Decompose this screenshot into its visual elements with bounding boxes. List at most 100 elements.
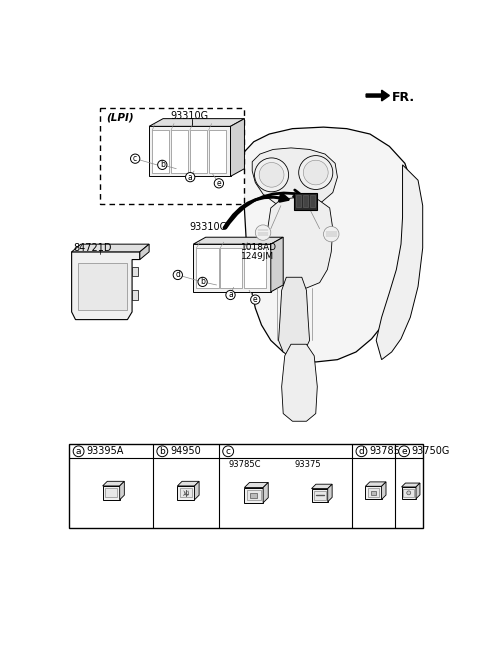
Polygon shape xyxy=(230,119,244,176)
Polygon shape xyxy=(149,126,230,176)
Polygon shape xyxy=(365,482,386,486)
Bar xyxy=(220,248,242,288)
Polygon shape xyxy=(243,127,415,362)
Polygon shape xyxy=(178,481,199,486)
Text: 1018AD: 1018AD xyxy=(241,244,277,252)
Text: a: a xyxy=(228,290,233,299)
Bar xyxy=(302,195,308,207)
Circle shape xyxy=(157,446,168,457)
Text: 93375: 93375 xyxy=(295,460,322,469)
Bar xyxy=(296,195,301,207)
Bar xyxy=(209,130,226,172)
Bar xyxy=(105,488,117,498)
Circle shape xyxy=(407,491,411,495)
Circle shape xyxy=(299,156,333,189)
Polygon shape xyxy=(103,481,124,486)
Polygon shape xyxy=(271,237,283,292)
Text: 94950: 94950 xyxy=(170,446,201,457)
Bar xyxy=(251,493,257,498)
Polygon shape xyxy=(193,237,283,244)
Bar xyxy=(103,486,120,500)
Bar xyxy=(368,489,379,497)
Text: d: d xyxy=(359,447,364,456)
Polygon shape xyxy=(268,198,333,288)
Circle shape xyxy=(198,277,207,286)
Polygon shape xyxy=(252,148,337,206)
Text: 93750G: 93750G xyxy=(412,446,450,457)
Text: e: e xyxy=(253,295,258,304)
Circle shape xyxy=(303,160,328,185)
Circle shape xyxy=(251,295,260,304)
Text: FR.: FR. xyxy=(392,91,415,104)
Text: a: a xyxy=(76,447,81,456)
Bar xyxy=(132,267,138,276)
Circle shape xyxy=(324,227,339,242)
Circle shape xyxy=(223,446,234,457)
Bar xyxy=(294,193,317,210)
Text: b: b xyxy=(159,447,165,456)
Bar xyxy=(244,487,263,503)
Polygon shape xyxy=(244,483,268,487)
Bar xyxy=(171,130,188,172)
Circle shape xyxy=(399,446,409,457)
Bar xyxy=(365,486,382,500)
Text: a: a xyxy=(188,173,192,181)
Polygon shape xyxy=(312,484,332,489)
Polygon shape xyxy=(194,481,199,500)
Polygon shape xyxy=(140,244,149,259)
Circle shape xyxy=(131,154,140,163)
Text: e: e xyxy=(216,179,221,188)
Text: c: c xyxy=(226,447,231,456)
Bar xyxy=(314,491,325,500)
Bar xyxy=(404,489,414,496)
Text: 93310G: 93310G xyxy=(171,111,209,121)
Polygon shape xyxy=(416,483,420,498)
Polygon shape xyxy=(120,481,124,500)
Polygon shape xyxy=(401,483,420,487)
Circle shape xyxy=(214,179,224,188)
Polygon shape xyxy=(328,484,332,502)
Bar xyxy=(247,490,261,500)
Bar xyxy=(100,108,244,204)
Polygon shape xyxy=(72,252,140,320)
Text: e: e xyxy=(401,447,407,456)
Bar xyxy=(152,130,169,172)
Circle shape xyxy=(173,271,182,280)
Text: d: d xyxy=(175,271,180,280)
Bar xyxy=(178,486,194,500)
Bar xyxy=(401,487,416,498)
Text: 93310G: 93310G xyxy=(190,222,228,233)
Polygon shape xyxy=(278,277,310,356)
Text: c: c xyxy=(133,154,137,163)
Polygon shape xyxy=(78,263,127,310)
Circle shape xyxy=(254,158,288,192)
Polygon shape xyxy=(282,345,317,421)
Bar xyxy=(196,248,218,288)
Circle shape xyxy=(186,172,195,182)
Polygon shape xyxy=(366,90,389,101)
Polygon shape xyxy=(72,244,149,252)
Circle shape xyxy=(157,160,167,170)
Polygon shape xyxy=(149,119,244,126)
Bar xyxy=(371,491,376,495)
Circle shape xyxy=(255,225,271,240)
Polygon shape xyxy=(263,483,268,503)
Text: b: b xyxy=(160,160,165,170)
Text: 84721D: 84721D xyxy=(73,243,112,253)
Bar xyxy=(244,248,266,288)
Text: 1249JM: 1249JM xyxy=(241,252,275,261)
Circle shape xyxy=(259,162,284,187)
Text: 93395A: 93395A xyxy=(86,446,124,457)
Bar xyxy=(132,290,138,299)
Text: (LPI): (LPI) xyxy=(106,113,133,123)
Polygon shape xyxy=(376,165,423,360)
Polygon shape xyxy=(193,244,271,292)
Text: 93785C: 93785C xyxy=(369,446,407,457)
Text: b: b xyxy=(200,277,205,286)
Bar xyxy=(310,195,315,207)
Text: ⚔: ⚔ xyxy=(182,489,190,498)
Bar xyxy=(180,488,192,498)
Text: 93785C: 93785C xyxy=(228,460,261,469)
Bar xyxy=(190,130,207,172)
Bar xyxy=(69,444,423,527)
